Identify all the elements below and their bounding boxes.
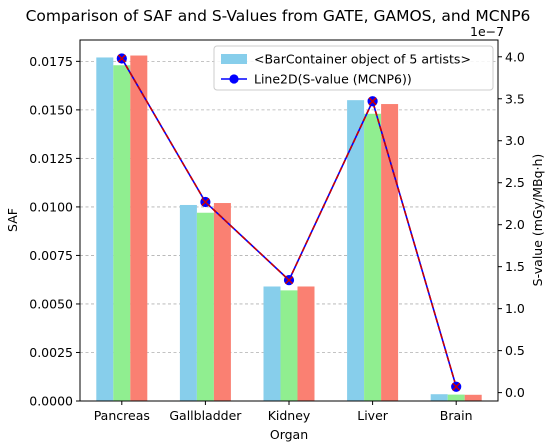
bar xyxy=(381,104,399,401)
y2-tick-label: 2.0 xyxy=(505,217,525,232)
chart-title: Comparison of SAF and S-Values from GATE… xyxy=(26,7,531,25)
legend: <BarContainer object of 5 artists> Line2D… xyxy=(213,45,494,91)
y-tick-label: 0.0075 xyxy=(29,248,73,263)
bar xyxy=(430,394,448,401)
y2-tick-label: 0.0 xyxy=(505,385,525,400)
x-tick-label: Liver xyxy=(357,408,389,423)
bar xyxy=(280,290,298,401)
x-tick-label: Gallbladder xyxy=(169,408,242,423)
legend-marker xyxy=(229,74,239,84)
y-tick-label: 0.0125 xyxy=(29,151,73,166)
bar xyxy=(364,113,382,401)
x-tick-label: Kidney xyxy=(268,408,311,423)
legend-swatch xyxy=(221,54,247,64)
line-series xyxy=(116,53,462,392)
legend-label: Line2D(S-value (MCNP6)) xyxy=(254,72,412,87)
marker-stroke xyxy=(368,97,377,106)
y2-tick-label: 1.5 xyxy=(505,259,525,274)
y2-tick-label: 1.0 xyxy=(505,301,525,316)
y2-axis-label: S-value (mGy/MBq·h) xyxy=(530,154,545,287)
marker-stroke xyxy=(284,276,294,285)
bar xyxy=(297,286,315,401)
marker-stroke xyxy=(452,382,461,391)
y2-tick-label: 4.0 xyxy=(505,49,525,64)
y-tick-label: 0.0000 xyxy=(29,394,73,409)
y-tick-label: 0.0150 xyxy=(29,102,73,117)
y-tick-label: 0.0175 xyxy=(29,54,73,69)
bar xyxy=(113,65,131,401)
bar xyxy=(347,100,365,402)
bar xyxy=(447,394,465,401)
y-tick-label: 0.0050 xyxy=(29,296,73,311)
y2-tick-label: 3.5 xyxy=(505,91,525,106)
bar xyxy=(263,286,281,401)
legend-box xyxy=(213,45,494,91)
y-tick-label: 0.0100 xyxy=(29,199,73,214)
bar xyxy=(213,203,231,401)
bar xyxy=(196,212,214,401)
y-axis-right: 0.0 0.5 1.0 1.5 2.0 2.5 3.0 3.5 4.0 xyxy=(498,49,525,400)
marker-stroke xyxy=(201,197,210,207)
line-marker xyxy=(284,276,294,285)
y2-tick-label: 0.5 xyxy=(505,343,525,358)
bar xyxy=(96,57,114,401)
line-marker xyxy=(368,97,377,106)
line-marker xyxy=(117,54,126,63)
legend-label: <BarContainer object of 5 artists> xyxy=(254,52,471,67)
bar xyxy=(130,55,148,401)
y2-tick-label: 2.5 xyxy=(505,175,525,190)
x-axis: Pancreas Gallbladder Kidney Liver Brain xyxy=(94,401,473,423)
y-axis-label: SAF xyxy=(5,208,20,232)
y2-offset-label: 1e−7 xyxy=(470,24,504,39)
y2-tick-label: 3.0 xyxy=(505,133,525,148)
x-tick-label: Brain xyxy=(440,408,473,423)
bars xyxy=(96,55,482,402)
bar xyxy=(179,204,197,401)
y-axis-left: 0.0000 0.0025 0.0050 0.0075 0.0100 0.0125 0.01… xyxy=(29,54,80,409)
y-tick-label: 0.0025 xyxy=(29,345,73,360)
marker-stroke xyxy=(117,54,126,63)
line-marker xyxy=(201,197,210,207)
x-axis-label: Organ xyxy=(270,427,308,442)
line-marker xyxy=(452,382,461,391)
bar xyxy=(464,394,482,401)
x-tick-label: Pancreas xyxy=(94,408,150,423)
